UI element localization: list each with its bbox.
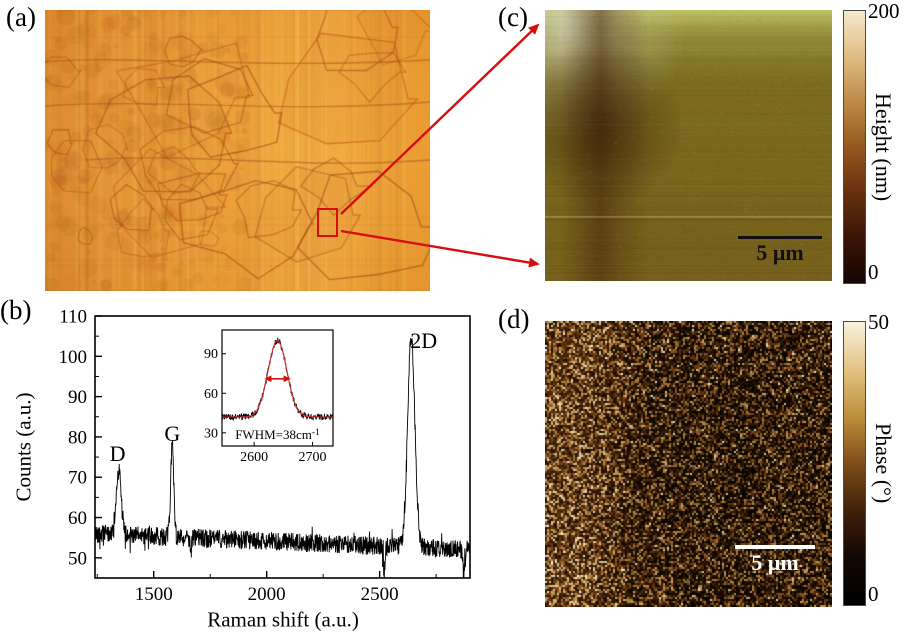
panel-c-label: (c) <box>498 2 528 32</box>
svg-text:60: 60 <box>204 387 218 402</box>
phase-scale-bar <box>735 545 815 549</box>
fwhm-arrow-icon <box>264 375 291 383</box>
height-scale-bar-label: 5 μm <box>756 240 804 265</box>
peak-label-D: D <box>110 441 126 466</box>
height-colorbar-min-label: 0 <box>868 260 879 284</box>
phase-colorbar-title-text: Phase (°) <box>871 423 896 504</box>
svg-text:100: 100 <box>59 347 88 368</box>
panel-d-label: (d) <box>498 304 530 334</box>
svg-text:30: 30 <box>204 426 218 441</box>
height-colorbar-title-text: Height (nm) <box>871 92 896 202</box>
afm-height-canvas <box>545 10 832 281</box>
inset-fit-path <box>222 339 333 418</box>
fwhm-annotation: FWHM=38cm-1 <box>235 427 320 442</box>
inset-frame <box>221 329 334 447</box>
phase-colorbar-min-label: 0 <box>868 582 879 606</box>
inset-ticks: 30 60 90 2600 2700 <box>204 347 327 465</box>
svg-text:1500: 1500 <box>135 584 173 605</box>
height-colorbar <box>843 10 866 284</box>
plot-frame <box>94 315 471 579</box>
svg-text:110: 110 <box>59 307 87 328</box>
svg-text:60: 60 <box>68 508 87 529</box>
phase-colorbar <box>843 321 866 606</box>
peak-label-2D: 2D <box>410 328 437 353</box>
y-axis-title: Counts (a.u.) <box>11 392 36 502</box>
raman-spectrum-path <box>95 338 470 578</box>
peak-label-G: G <box>164 421 180 446</box>
optical-image-canvas <box>45 10 430 291</box>
zoom-region-box <box>317 208 338 237</box>
height-scale-bar <box>738 236 822 239</box>
phase-colorbar-max-label: 50 <box>868 310 889 334</box>
phase-colorbar-title: Phase (°) <box>868 321 898 606</box>
height-colorbar-max-label: 200 <box>868 0 900 23</box>
svg-text:50: 50 <box>68 548 87 569</box>
afm-phase-canvas <box>545 321 832 607</box>
svg-text:80: 80 <box>68 427 87 448</box>
afm-height-image: 5 μm <box>545 10 832 281</box>
svg-text:70: 70 <box>68 468 87 489</box>
svg-text:2600: 2600 <box>240 450 268 465</box>
svg-text:90: 90 <box>68 387 87 408</box>
panel-a-label: (a) <box>6 2 36 32</box>
phase-scale-bar-label: 5 μm <box>751 550 799 575</box>
svg-text:90: 90 <box>204 347 218 362</box>
panel-b-label: (b) <box>0 295 32 325</box>
x-axis-title: Raman shift (a.u.) <box>207 607 359 632</box>
height-colorbar-title: Height (nm) <box>868 10 898 284</box>
axis-ticks: 50 60 70 80 90 100 110 1500 2000 2500 <box>59 307 437 605</box>
optical-microscopy-image <box>45 10 430 291</box>
afm-phase-image: 5 μm <box>545 321 832 607</box>
svg-text:2700: 2700 <box>299 450 327 465</box>
svg-text:2000: 2000 <box>248 584 286 605</box>
raman-spectrum-chart: 50 60 70 80 90 100 110 1500 2000 2500 D G 2D 30 60 90 26… <box>59 307 471 605</box>
svg-text:2500: 2500 <box>361 584 399 605</box>
